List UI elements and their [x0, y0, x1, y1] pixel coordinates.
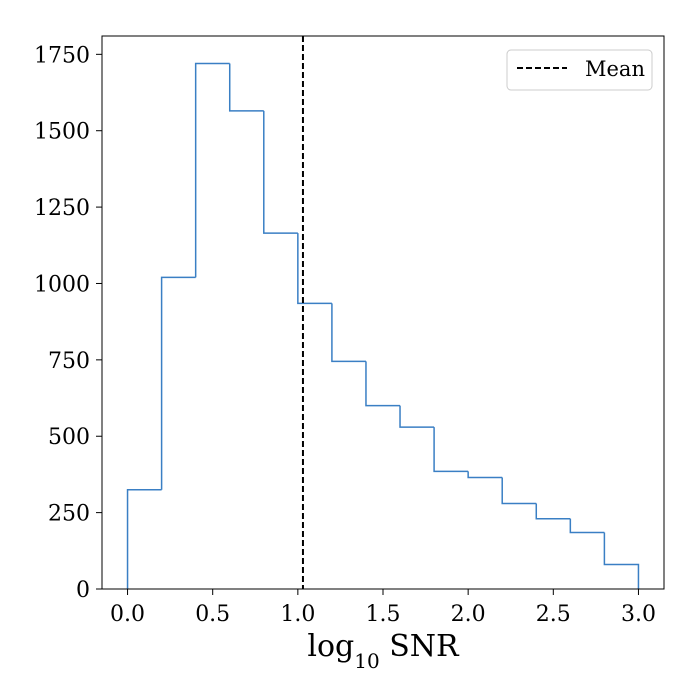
y-axis: 0 250 500 750 1000 1250 1500 1750 [34, 43, 102, 603]
histogram-bin [569, 518, 605, 534]
legend: Mean [506, 49, 653, 91]
x-tick-label: 0.0 [110, 602, 145, 627]
x-tick-label: 3.0 [621, 602, 656, 627]
y-tick-label: 1250 [34, 196, 90, 221]
histogram-bin [263, 110, 298, 234]
legend-label-mean: Mean [585, 57, 645, 81]
y-tick-label: 1750 [34, 43, 90, 68]
histogram-bin [535, 503, 571, 520]
x-tick-label: 2.0 [451, 602, 486, 627]
y-tick-label: 250 [48, 502, 90, 527]
histogram-bin [126, 488, 162, 589]
histogram-bin [331, 303, 366, 363]
histogram-bin [297, 233, 332, 305]
x-axis-title-subscript: 10 [354, 649, 379, 673]
legend-box [506, 49, 653, 91]
x-axis-title-base: log [307, 629, 354, 664]
x-tick-label: 1.5 [366, 602, 401, 627]
y-tick-label: 0 [76, 578, 90, 603]
y-tick-label: 1500 [34, 120, 90, 145]
histogram-bin [228, 63, 264, 112]
histogram-bin [501, 477, 537, 505]
x-axis: 0.0 0.5 1.0 1.5 2.0 2.5 3.0 [110, 589, 656, 627]
y-tick-label: 750 [48, 349, 90, 374]
histogram-bin [467, 471, 503, 479]
plot-frame [101, 35, 665, 590]
histogram-bin [365, 361, 401, 407]
histogram-bin [194, 62, 230, 278]
histogram-bin [399, 405, 435, 428]
x-axis-title-group: log10 SNR [307, 629, 460, 673]
y-tick-label: 500 [48, 425, 90, 450]
x-tick-label: 2.5 [536, 602, 571, 627]
histogram-bin [433, 427, 469, 473]
x-tick-label: 1.0 [280, 602, 315, 627]
plot-area [101, 35, 665, 590]
y-tick-label: 1000 [34, 272, 90, 297]
histogram-bin [160, 276, 196, 490]
histogram-bin [603, 532, 640, 589]
x-axis-title: log10 SNR [307, 629, 460, 673]
x-tick-label: 0.5 [195, 602, 230, 627]
x-axis-title-rest: SNR [380, 629, 460, 664]
